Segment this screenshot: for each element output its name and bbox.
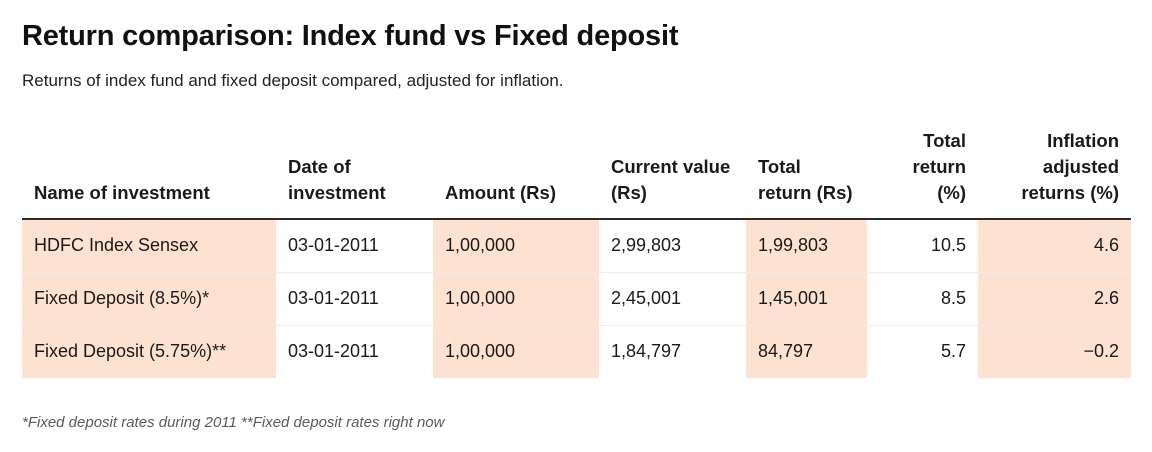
- cell-inflation-adjusted: 4.6: [978, 219, 1131, 273]
- cell-date: 03-01-2011: [288, 341, 379, 362]
- cell-name: HDFC Index Sensex: [22, 219, 276, 273]
- column-header-name: Name of investment: [22, 128, 276, 220]
- cell-total-return-rs: 1,45,001: [746, 272, 867, 326]
- cell-amount: 1,00,000: [433, 219, 599, 273]
- table-row: HDFC Index Sensex 03-01-2011 1,00,000 2,…: [22, 219, 1131, 273]
- cell-name: Fixed Deposit (8.5%)*: [22, 272, 276, 326]
- table-row: Fixed Deposit (5.75%)** 03-01-2011 1,00,…: [22, 325, 1131, 378]
- cell-amount: 1,00,000: [433, 272, 599, 326]
- column-header-inflation-adjusted: Inflation adjusted returns (%): [978, 128, 1131, 220]
- column-header-current-value: Current value (Rs): [599, 128, 746, 220]
- chart-title: Return comparison: Index fund vs Fixed d…: [22, 20, 679, 52]
- cell-date: 03-01-2011: [276, 219, 433, 273]
- cell-name: Fixed Deposit (5.75%)**: [22, 325, 276, 378]
- column-header-date: Date of investment: [276, 128, 433, 220]
- column-header-total-return-rs: Total return (Rs): [746, 128, 867, 220]
- footnote: *Fixed deposit rates during 2011 **Fixed…: [22, 414, 445, 431]
- cell-inflation-adjusted: −0.2: [978, 325, 1131, 378]
- cell-total-return-rs: 84,797: [746, 325, 867, 378]
- column-header-total-return-pct: Total return (%): [867, 128, 978, 220]
- table-row: Fixed Deposit (8.5%)* 03-01-2011 1,00,00…: [22, 272, 1131, 326]
- chart-subtitle: Returns of index fund and fixed deposit …: [22, 71, 564, 90]
- column-header-amount: Amount (Rs): [433, 128, 599, 220]
- cell-current-value: 2,99,803: [599, 219, 746, 273]
- cell-amount: 1,00,000: [433, 325, 599, 378]
- cell-total-return-pct: 8.5: [867, 272, 978, 326]
- comparison-table: Name of investment Date of investment Am…: [22, 128, 1131, 378]
- cell-current-value: 1,84,797: [611, 341, 682, 362]
- cell-inflation-adjusted: 2.6: [978, 272, 1131, 326]
- cell-current-value: 2,45,001: [599, 272, 746, 326]
- cell-total-return-pct: 10.5: [867, 219, 978, 273]
- cell-total-return-pct: 5.7: [940, 341, 966, 362]
- cell-total-return-rs: 1,99,803: [746, 219, 867, 273]
- table-header-row: Name of investment Date of investment Am…: [22, 128, 1131, 220]
- cell-date: 03-01-2011: [276, 272, 433, 326]
